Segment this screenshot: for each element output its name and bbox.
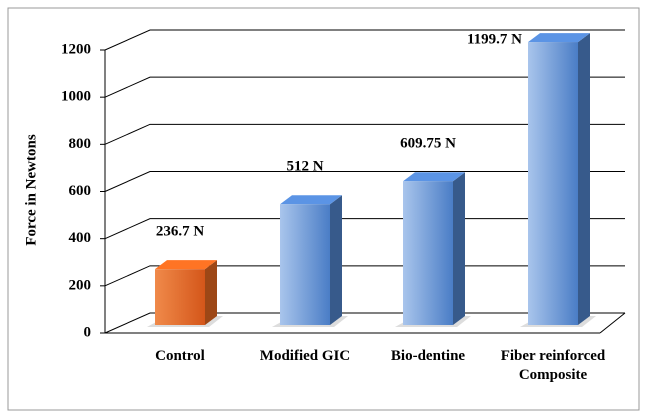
grid-line [104,312,625,334]
grid-line [104,265,625,287]
y-tick-label: 1200 [61,41,91,57]
bar-top [155,260,217,270]
bar [528,42,578,326]
y-tick-label: 800 [69,136,92,152]
bar [155,269,205,325]
bar [280,204,330,325]
x-tick-label: Modified GIC [259,348,351,364]
y-tick-label: 1000 [61,89,91,105]
grid-line [104,218,625,240]
grid-line [104,76,625,98]
value-label: 609.75 N [400,136,456,152]
bar-side [330,195,342,325]
bar-top [280,195,342,205]
y-tick-label: 0 [84,324,92,340]
y-tick-label: 400 [69,230,92,246]
bar [403,181,453,325]
x-tick-label: Fiber reinforced Composite [500,348,606,383]
bar-side [578,33,590,326]
grid-line [104,123,625,145]
bar-side [205,260,217,325]
value-label: 512 N [286,159,323,175]
y-tick-label: 600 [69,183,92,199]
x-tick-label: Bio-dentine [390,348,466,364]
grid-line [104,171,625,192]
grid-line [104,29,625,51]
value-label: 1199.7 N [467,32,522,48]
y-tick-label: 200 [69,277,92,293]
bar-side [453,172,465,325]
y-axis-title: Force in Newtons [23,134,39,246]
bar-top [403,172,465,182]
x-tick-label: Control [155,348,205,364]
bar-top [528,33,590,43]
frame [7,7,640,411]
value-label: 236.7 N [156,224,205,240]
floor-line [599,312,626,334]
